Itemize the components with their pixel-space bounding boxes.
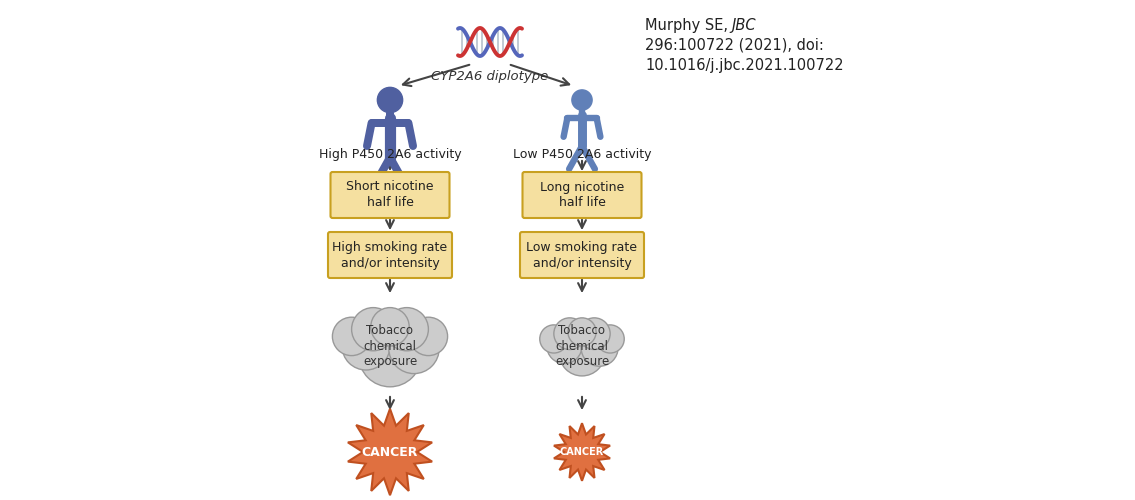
Circle shape	[352, 308, 395, 351]
Text: Tobacco
chemical
exposure: Tobacco chemical exposure	[555, 324, 609, 368]
FancyBboxPatch shape	[520, 232, 644, 278]
Text: Short nicotine
half life: Short nicotine half life	[346, 180, 434, 210]
Text: CYP2A6 diplotype: CYP2A6 diplotype	[431, 70, 548, 83]
Circle shape	[389, 323, 439, 374]
Text: Low smoking rate
and/or intensity: Low smoking rate and/or intensity	[527, 240, 638, 270]
Text: Murphy SE,: Murphy SE,	[645, 18, 732, 33]
Text: CANCER: CANCER	[362, 446, 418, 458]
Circle shape	[596, 325, 624, 353]
Circle shape	[554, 318, 586, 350]
Circle shape	[371, 308, 410, 346]
Circle shape	[385, 308, 428, 351]
FancyBboxPatch shape	[522, 172, 641, 218]
Text: Long nicotine
half life: Long nicotine half life	[540, 180, 624, 210]
Polygon shape	[348, 409, 432, 495]
Text: High smoking rate
and/or intensity: High smoking rate and/or intensity	[333, 240, 447, 270]
Circle shape	[342, 322, 390, 370]
Circle shape	[560, 330, 605, 376]
Circle shape	[540, 325, 568, 353]
Circle shape	[333, 317, 371, 356]
Circle shape	[581, 330, 619, 366]
Text: 296:100722 (2021), doi:: 296:100722 (2021), doi:	[645, 38, 824, 53]
FancyBboxPatch shape	[328, 232, 452, 278]
Text: High P450 2A6 activity: High P450 2A6 activity	[319, 148, 461, 161]
Text: CANCER: CANCER	[560, 447, 604, 457]
Text: Low P450 2A6 activity: Low P450 2A6 activity	[513, 148, 651, 161]
Circle shape	[410, 317, 447, 356]
Circle shape	[377, 88, 403, 112]
Polygon shape	[554, 423, 611, 481]
Text: Tobacco
chemical
exposure: Tobacco chemical exposure	[363, 324, 418, 368]
Circle shape	[359, 324, 421, 387]
Circle shape	[568, 318, 596, 346]
Text: JBC: JBC	[731, 18, 756, 33]
FancyBboxPatch shape	[330, 172, 449, 218]
Circle shape	[579, 318, 611, 350]
Text: 10.1016/j.jbc.2021.100722: 10.1016/j.jbc.2021.100722	[645, 58, 843, 73]
Circle shape	[572, 90, 592, 110]
Circle shape	[547, 328, 582, 364]
